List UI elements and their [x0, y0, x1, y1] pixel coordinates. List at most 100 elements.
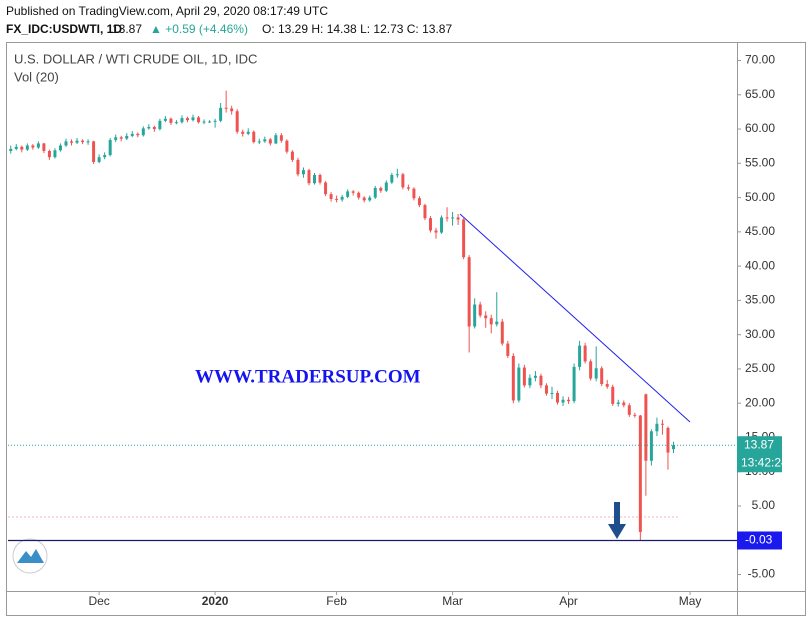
last-price-box — [737, 436, 782, 473]
candle-body — [451, 217, 455, 219]
y-tick-label: 50.00 — [745, 190, 775, 204]
candle-body — [235, 111, 239, 132]
candle-body — [440, 217, 444, 233]
candle-body — [70, 141, 74, 143]
candle-body — [567, 399, 571, 402]
candle-body — [14, 146, 18, 149]
candle-body — [671, 445, 675, 450]
candle-body — [119, 137, 123, 139]
candle-body — [20, 146, 24, 150]
candle-body — [268, 139, 272, 144]
candle-body — [428, 218, 432, 231]
candle-body — [368, 197, 372, 201]
candle-body — [406, 187, 410, 189]
candle-body — [158, 120, 162, 130]
x-tick-label: May — [679, 594, 702, 608]
volume-label: Vol (20) — [14, 69, 59, 84]
candle-body — [263, 139, 267, 142]
candle-body — [174, 122, 178, 124]
candle-body — [500, 321, 504, 344]
candle-body — [136, 133, 140, 136]
candle-body — [506, 343, 510, 356]
candle-body — [301, 170, 305, 175]
candle-body — [191, 117, 195, 121]
candle-body — [252, 131, 256, 143]
candle-body — [589, 361, 593, 379]
y-tick-label: 20.00 — [745, 395, 775, 409]
candle-body — [340, 196, 344, 200]
candle-body — [434, 230, 438, 233]
candle-body — [147, 126, 151, 129]
candle-body — [445, 217, 449, 219]
y-tick-label: 5.00 — [752, 498, 776, 512]
candle-body — [279, 135, 283, 141]
candle-body — [633, 414, 637, 416]
candle-body — [114, 137, 118, 141]
candle-body — [489, 318, 493, 325]
y-tick-label: 60.00 — [745, 121, 775, 135]
candle-body — [130, 133, 134, 136]
candle-body — [594, 368, 598, 379]
candle-body — [346, 191, 350, 197]
candle-body — [412, 188, 416, 199]
candle-body — [655, 423, 659, 432]
candle-body — [180, 118, 184, 123]
candle-body — [219, 107, 223, 121]
candle-body — [627, 405, 631, 415]
chart-title: U.S. DOLLAR / WTI CRUDE OIL, 1D, IDC — [14, 51, 257, 66]
candle-body — [401, 174, 405, 188]
candle-body — [58, 145, 62, 151]
candle-body — [103, 155, 107, 158]
candle-body — [224, 107, 228, 109]
candle-body — [169, 118, 173, 123]
candle-body — [362, 197, 366, 201]
candle-body — [666, 427, 670, 453]
candle-body — [329, 194, 333, 199]
candle-body — [379, 187, 383, 191]
candle-body — [517, 367, 521, 401]
candle-body — [318, 174, 322, 183]
published-line: Published on TradingView.com, April 29, … — [6, 4, 328, 18]
candle-body — [550, 392, 554, 394]
candle-body — [622, 402, 626, 406]
candle-body — [572, 366, 576, 402]
candle-body — [197, 117, 201, 123]
candle-body — [583, 345, 587, 362]
logo — [12, 538, 48, 574]
candle-body — [638, 415, 642, 533]
candle-body — [467, 257, 471, 327]
horizontal-line-label: -0.03 — [745, 533, 773, 547]
x-tick-label: Dec — [88, 594, 109, 608]
candle-body — [456, 217, 460, 220]
candle-body — [605, 384, 609, 387]
candle-body — [324, 182, 328, 195]
y-tick-label: 70.00 — [745, 53, 775, 67]
candle-body — [97, 157, 101, 162]
candle-body — [644, 394, 648, 461]
candle-body — [108, 140, 112, 156]
candle-body — [544, 385, 548, 394]
candle-body — [600, 368, 604, 385]
candle-body — [335, 198, 339, 200]
candle-body — [213, 120, 217, 122]
candle-body — [185, 118, 189, 121]
candle-body — [246, 131, 250, 134]
y-tick-label: 25.00 — [745, 361, 775, 375]
candle-body — [611, 386, 615, 404]
candle-body — [296, 159, 300, 175]
candle-body — [53, 150, 57, 158]
candle-body — [351, 191, 355, 193]
candle-body — [484, 315, 488, 319]
candle-body — [533, 375, 537, 378]
x-tick-label: 2020 — [202, 594, 229, 608]
candle-body — [462, 219, 466, 258]
candle-body — [539, 375, 543, 386]
change: ▲ +0.59 (+4.46%) — [150, 22, 248, 36]
candle-body — [9, 148, 13, 151]
candle-body — [395, 174, 399, 176]
candle-body — [290, 151, 294, 160]
candle-body — [75, 140, 79, 143]
candle-body — [616, 402, 620, 404]
